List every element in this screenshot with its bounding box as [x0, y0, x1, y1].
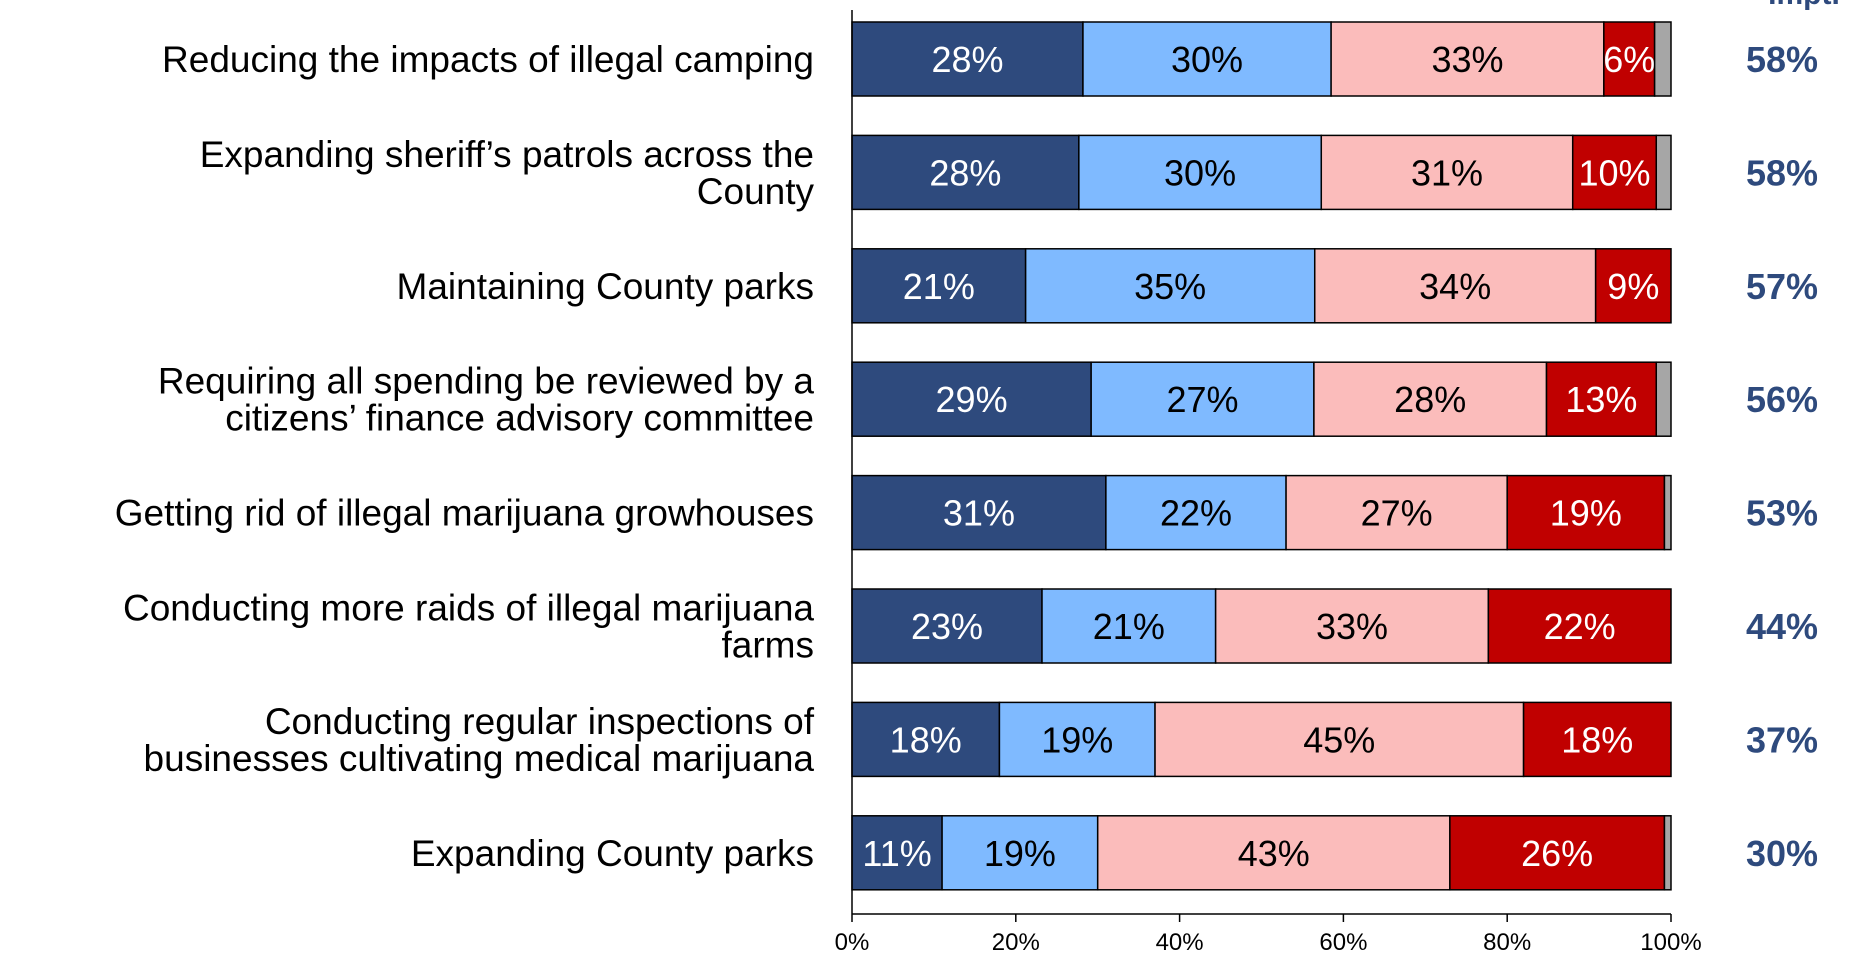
x-tick-label: 100%: [1640, 929, 1701, 954]
bar-segment: [851, 361, 1092, 437]
bar-segment-label: 21%: [1093, 606, 1165, 647]
bar-segment: [851, 588, 1043, 664]
bar-segment: [1594, 248, 1672, 324]
total-label: 58%: [1746, 39, 1818, 80]
total-label: 57%: [1746, 266, 1818, 307]
bar-segment: [1506, 474, 1666, 551]
bar-segment-label: 26%: [1521, 833, 1593, 874]
bar-segment-label: 27%: [1361, 493, 1433, 534]
bar-segment: [851, 134, 1080, 211]
bar-segment: [851, 815, 943, 891]
bar-segment-label: 22%: [1160, 493, 1232, 534]
bar-segment: [1522, 701, 1672, 778]
bar-segment-label: 23%: [911, 606, 983, 647]
x-axis: 0% 20% 40% 60% 80% 100%: [835, 10, 1702, 954]
bar-segment-label: 45%: [1303, 719, 1375, 760]
total-label: 56%: [1746, 379, 1818, 420]
bar-segment-label: 18%: [1561, 719, 1633, 760]
bar-segment-label: 10%: [1578, 152, 1650, 193]
bar-segment-label: 30%: [1164, 152, 1236, 193]
bar-segment-label: 19%: [984, 833, 1056, 874]
bar-segment-label: 21%: [903, 266, 975, 307]
category-label: Reducing the impacts of illegal camping: [162, 39, 814, 80]
bar-segment-label: 34%: [1419, 266, 1491, 307]
total-label: 37%: [1746, 719, 1818, 760]
bar-segment-label: 31%: [1411, 152, 1483, 193]
bar-segment: [1024, 248, 1316, 324]
category-label: farms: [722, 625, 815, 666]
bar-segment: [1545, 361, 1658, 437]
bar-segment-label: 11%: [862, 833, 931, 874]
bar-segment-label: 28%: [929, 152, 1001, 193]
bar-segment-label: 13%: [1565, 379, 1637, 420]
bar-segment-label: 22%: [1544, 606, 1616, 647]
bar-segment: [851, 701, 1001, 778]
category-label: Expanding sheriff’s patrols across the: [200, 134, 814, 175]
bar-segment-label: 28%: [1394, 379, 1466, 420]
category-label: County: [697, 171, 815, 212]
bar-segment-label: 27%: [1167, 379, 1239, 420]
bar-segment: [1154, 701, 1525, 778]
bar-segment: [1078, 134, 1323, 211]
category-label: Requiring all spending be reviewed by a: [158, 361, 815, 402]
bar-segment-label: 31%: [943, 493, 1015, 534]
x-tick-label: 20%: [992, 929, 1040, 954]
bar-segment-label: 9%: [1607, 266, 1659, 307]
x-tick-label: 40%: [1156, 929, 1204, 954]
category-label: Conducting more raids of illegal marijua…: [123, 588, 814, 629]
category-label: Maintaining County parks: [397, 266, 815, 307]
bars-group: 28% 30% 33% 6% 28% 30% 31% 10% 21% 35% 34% 9% 29% 27%…: [851, 21, 1672, 891]
bar-segment-label: 18%: [890, 719, 962, 760]
total-label: 30%: [1746, 833, 1818, 874]
bar-segment-label: 19%: [1041, 719, 1113, 760]
bar-segment: [1653, 21, 1672, 97]
category-labels: Reducing the impacts of illegal camping E…: [115, 39, 815, 874]
bar-segment-label: 30%: [1171, 39, 1243, 80]
bar-segment: [1096, 815, 1451, 891]
bar-segment: [1285, 474, 1508, 551]
bar-segment: [1041, 588, 1217, 664]
bar-segment: [1571, 134, 1658, 211]
bar-segment-label: 43%: [1238, 833, 1310, 874]
bar-segment-label: 33%: [1431, 39, 1503, 80]
bar-segment-label: 33%: [1316, 606, 1388, 647]
bar-segment: [1330, 21, 1605, 97]
bar-segment-label: 6%: [1603, 39, 1655, 80]
bar-segment-label: 19%: [1550, 493, 1622, 534]
bar-segment: [851, 21, 1084, 97]
bar-segment: [1663, 474, 1672, 551]
bar-segment: [1105, 474, 1287, 551]
category-label: Conducting regular inspections of: [265, 701, 815, 742]
x-tick-label: 60%: [1319, 929, 1367, 954]
bar-segment: [1655, 134, 1672, 211]
bar-segment: [1487, 588, 1672, 664]
total-label: 53%: [1746, 493, 1818, 534]
bar-segment: [1090, 361, 1315, 437]
bar-segment-label: 28%: [931, 39, 1003, 80]
bar-segment: [1082, 21, 1332, 97]
x-tick-label: 0%: [835, 929, 870, 954]
total-labels: Impt. 58% 58% 57% 56% 53% 44% 37% 30%: [1746, 0, 1840, 874]
bar-segment: [1663, 815, 1672, 891]
x-tick-label: 80%: [1483, 929, 1531, 954]
bar-segment-label: 29%: [936, 379, 1008, 420]
category-label: businesses cultivating medical marijuana: [144, 738, 815, 779]
bar-segment-label: 35%: [1134, 266, 1206, 307]
category-label: Expanding County parks: [411, 833, 814, 874]
totals-header: Impt.: [1768, 0, 1840, 11]
bar-segment: [1655, 361, 1672, 437]
bar-segment: [1320, 134, 1574, 211]
total-label: 44%: [1746, 606, 1818, 647]
category-label: citizens’ finance advisory committee: [225, 398, 814, 439]
category-label: Getting rid of illegal marijuana growhou…: [115, 493, 814, 534]
bar-segment: [1214, 588, 1490, 664]
total-label: 58%: [1746, 152, 1818, 193]
